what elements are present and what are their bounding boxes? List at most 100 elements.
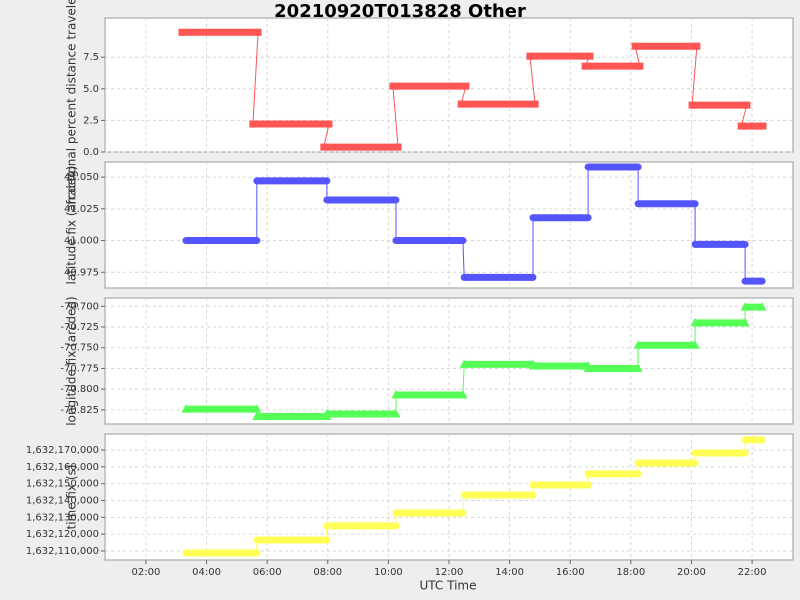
y-tick-label: 1,632,140,000 — [26, 495, 99, 506]
marker — [633, 340, 643, 349]
marker — [634, 163, 642, 171]
marker — [529, 481, 537, 489]
marker — [531, 100, 539, 108]
marker — [581, 62, 589, 70]
marker — [740, 302, 750, 311]
marker — [584, 481, 592, 489]
marker — [759, 122, 767, 130]
marker — [526, 52, 534, 60]
marker — [391, 409, 401, 418]
marker — [459, 359, 469, 368]
x-tick-label: 18:00 — [616, 567, 645, 578]
marker — [633, 363, 643, 372]
marker — [249, 120, 257, 128]
x-tick-label: 06:00 — [253, 567, 282, 578]
marker — [636, 62, 644, 70]
marker — [584, 214, 592, 222]
x-tick-label: 14:00 — [495, 567, 524, 578]
x-tick-label: 12:00 — [435, 567, 464, 578]
marker — [252, 404, 262, 413]
y-tick-label: -70.775 — [60, 363, 99, 374]
y-tick-label: 7.5 — [83, 52, 99, 63]
y-tick-label: 41.025 — [64, 204, 99, 215]
marker — [392, 237, 400, 245]
marker — [693, 42, 701, 50]
y-tick-label: -70.800 — [60, 384, 99, 395]
y-tick-label: -70.725 — [60, 322, 99, 333]
marker — [758, 436, 766, 444]
marker — [691, 449, 699, 457]
marker — [323, 522, 331, 530]
marker — [323, 536, 331, 544]
x-tick-label: 08:00 — [313, 567, 342, 578]
marker — [528, 360, 538, 370]
marker — [253, 536, 261, 544]
marker — [741, 449, 749, 457]
marker — [757, 302, 767, 311]
y-tick-label: -70.825 — [60, 405, 99, 416]
x-tick-label: 20:00 — [677, 567, 706, 578]
marker — [392, 509, 400, 517]
y-axis-label: time fix (s) — [65, 464, 79, 529]
y-axis-label: latitude fix (arcdeg) — [65, 166, 79, 285]
marker — [584, 163, 592, 171]
marker — [394, 143, 402, 151]
marker — [529, 491, 537, 499]
y-tick-label: 1,632,160,000 — [26, 462, 99, 473]
marker — [253, 237, 261, 245]
y-tick-label: -70.700 — [60, 301, 99, 312]
y-tick-label: 1,632,170,000 — [26, 445, 99, 456]
x-tick-label: 16:00 — [556, 567, 585, 578]
y-tick-label: 41.050 — [64, 172, 99, 183]
marker — [392, 196, 400, 204]
marker — [458, 389, 468, 399]
y-axis-label: fractional percent distance traveled (%) — [65, 0, 79, 205]
marker — [253, 549, 261, 557]
marker — [457, 100, 465, 108]
marker — [459, 237, 467, 245]
marker — [323, 196, 331, 204]
marker — [462, 82, 470, 90]
y-tick-label: 2.5 — [83, 115, 99, 126]
marker — [460, 491, 468, 499]
marker — [758, 277, 766, 285]
y-tick-label: -70.750 — [60, 343, 99, 354]
marker — [584, 470, 592, 478]
marker — [691, 459, 699, 467]
marker — [182, 237, 190, 245]
chart-title: 20210920T013828 Other — [274, 1, 526, 22]
x-tick-label: 04:00 — [192, 567, 221, 578]
marker — [320, 143, 328, 151]
marker — [182, 549, 190, 557]
marker — [741, 277, 749, 285]
marker — [392, 522, 400, 530]
marker — [691, 240, 699, 248]
marker — [391, 389, 401, 399]
y-tick-label: 1,632,120,000 — [26, 529, 99, 540]
y-tick-label: 40.975 — [64, 267, 99, 278]
y-tick-label: 1,632,130,000 — [26, 512, 99, 523]
x-tick-label: 22:00 — [738, 567, 767, 578]
marker — [322, 409, 332, 418]
y-axis-label: longitude fix (arcdeg) — [65, 296, 79, 425]
marker — [586, 52, 594, 60]
marker — [178, 28, 186, 36]
marker — [688, 101, 696, 109]
marker — [740, 317, 750, 327]
marker — [737, 122, 745, 130]
marker — [325, 120, 333, 128]
marker — [252, 411, 262, 421]
marker — [634, 470, 642, 478]
marker — [741, 436, 749, 444]
y-tick-label: 0.0 — [83, 147, 99, 158]
marker — [529, 273, 537, 281]
y-tick-label: 41.000 — [64, 236, 99, 247]
marker — [323, 177, 331, 185]
marker — [181, 404, 191, 413]
y-tick-label: 1,632,150,000 — [26, 479, 99, 490]
marker — [460, 273, 468, 281]
marker — [583, 363, 593, 372]
marker — [741, 240, 749, 248]
